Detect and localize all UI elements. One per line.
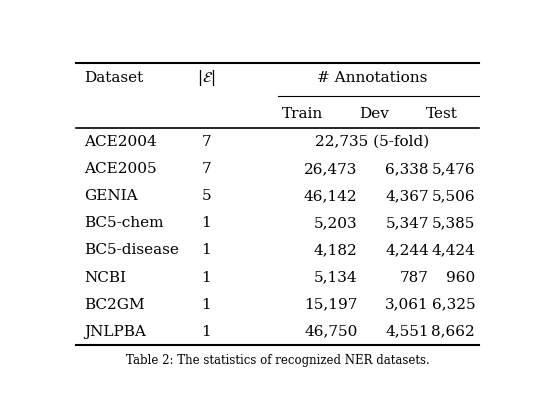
Text: 1: 1 bbox=[202, 270, 211, 284]
Text: 4,551: 4,551 bbox=[385, 325, 429, 339]
Text: 787: 787 bbox=[400, 270, 429, 284]
Text: 7: 7 bbox=[202, 135, 211, 149]
Text: Test: Test bbox=[425, 107, 457, 121]
Text: NCBI: NCBI bbox=[85, 270, 126, 284]
Text: ACE2005: ACE2005 bbox=[85, 162, 157, 176]
Text: 46,750: 46,750 bbox=[304, 325, 358, 339]
Text: 26,473: 26,473 bbox=[304, 162, 358, 176]
Text: ACE2004: ACE2004 bbox=[85, 135, 157, 149]
Text: 5,203: 5,203 bbox=[314, 216, 358, 230]
Text: 5,347: 5,347 bbox=[385, 216, 429, 230]
Text: 5,134: 5,134 bbox=[314, 270, 358, 284]
Text: 4,182: 4,182 bbox=[314, 244, 358, 257]
Text: BC5-chem: BC5-chem bbox=[85, 216, 164, 230]
Text: Dataset: Dataset bbox=[85, 71, 144, 84]
Text: BC2GM: BC2GM bbox=[85, 298, 145, 312]
Text: 15,197: 15,197 bbox=[304, 298, 358, 312]
Text: BC5-disease: BC5-disease bbox=[85, 244, 179, 257]
Text: Table 2: The statistics of recognized NER datasets.: Table 2: The statistics of recognized NE… bbox=[126, 354, 430, 368]
Text: 8,662: 8,662 bbox=[431, 325, 475, 339]
Text: 1: 1 bbox=[202, 325, 211, 339]
Text: 3,061: 3,061 bbox=[385, 298, 429, 312]
Text: 5,385: 5,385 bbox=[432, 216, 475, 230]
Text: 5: 5 bbox=[202, 189, 211, 203]
Text: 46,142: 46,142 bbox=[304, 189, 358, 203]
Text: Dev: Dev bbox=[359, 107, 389, 121]
Text: GENIA: GENIA bbox=[85, 189, 138, 203]
Text: 7: 7 bbox=[202, 162, 211, 176]
Text: 4,367: 4,367 bbox=[385, 189, 429, 203]
Text: 1: 1 bbox=[202, 298, 211, 312]
Text: 960: 960 bbox=[446, 270, 475, 284]
Text: 4,244: 4,244 bbox=[385, 244, 429, 257]
Text: 22,735 (5-fold): 22,735 (5-fold) bbox=[315, 135, 429, 149]
Text: 4,424: 4,424 bbox=[431, 244, 475, 257]
Text: 1: 1 bbox=[202, 216, 211, 230]
Text: 6,325: 6,325 bbox=[431, 298, 475, 312]
Text: Train: Train bbox=[282, 107, 324, 121]
Text: # Annotations: # Annotations bbox=[317, 71, 428, 84]
Text: 5,506: 5,506 bbox=[431, 189, 475, 203]
Text: JNLPBA: JNLPBA bbox=[85, 325, 146, 339]
Text: $|\mathcal{E}|$: $|\mathcal{E}|$ bbox=[197, 68, 216, 87]
Text: 5,476: 5,476 bbox=[431, 162, 475, 176]
Text: 6,338: 6,338 bbox=[385, 162, 429, 176]
Text: 1: 1 bbox=[202, 244, 211, 257]
